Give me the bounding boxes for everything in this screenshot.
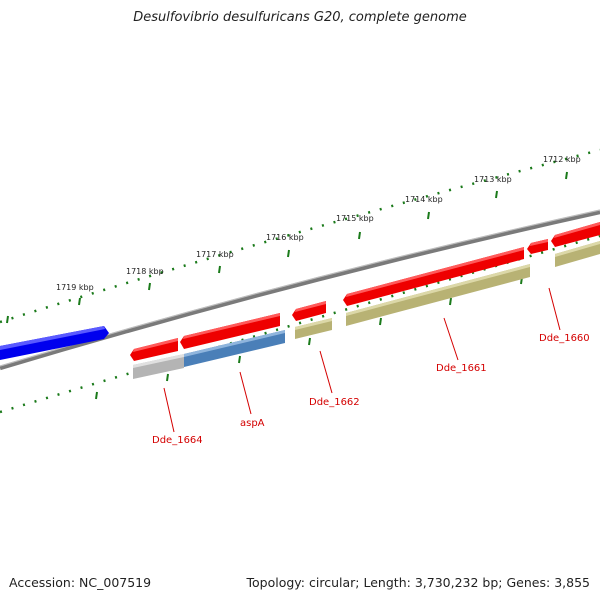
scale-label-1715: 1715 kbp — [336, 214, 374, 223]
accession-footer: Accession: NC_007519 — [9, 575, 151, 590]
gene-arrow-dde1661[interactable] — [343, 247, 524, 306]
gene-label-dde1661[interactable]: Dde_1661 — [436, 363, 487, 374]
gene-arrow-right-edge[interactable] — [551, 222, 600, 247]
genome-backbone — [0, 209, 600, 371]
gene-arrow-aspa[interactable] — [180, 313, 280, 349]
cds-bar-dde1661[interactable] — [346, 264, 530, 326]
scale-label-1718: 1718 kbp — [126, 267, 164, 276]
cds-bar-dde1664[interactable] — [133, 354, 184, 379]
label-leader-lines — [163, 287, 561, 433]
inner-scale-major-ticks — [95, 276, 523, 400]
gene-arrow-dde1660[interactable] — [527, 239, 548, 254]
scale-label-1714: 1714 kbp — [405, 195, 443, 204]
scale-label-1712: 1712 kbp — [543, 155, 581, 164]
scale-label-1719: 1719 kbp — [56, 283, 94, 292]
accession-value: NC_007519 — [79, 575, 152, 590]
cds-bar-dde1662[interactable] — [295, 318, 332, 339]
topology-value: circular; — [309, 575, 360, 590]
genes-value: 3,855 — [554, 575, 590, 590]
scale-label-1717: 1717 kbp — [196, 250, 234, 259]
inner-scale-arc — [0, 234, 600, 414]
length-value: 3,730,232 bp; — [414, 575, 503, 590]
length-label: Length: — [363, 575, 411, 590]
gene-arrow-dde1664[interactable] — [130, 338, 178, 361]
scale-label-1713: 1713 kbp — [474, 175, 512, 184]
cds-bar-right-edge[interactable] — [555, 241, 600, 267]
gene-arrow-blue-left[interactable] — [0, 326, 109, 360]
cds-bar-aspa[interactable] — [184, 330, 285, 367]
map-title: Desulfovibrio desulfuricans G20, complet… — [133, 10, 467, 25]
accession-label: Accession: — [9, 575, 76, 590]
genome-stats-footer: Topology: circular; Length: 3,730,232 bp; … — [247, 575, 590, 590]
gene-arrow-dde1662[interactable] — [292, 301, 326, 321]
gene-label-dde1664[interactable]: Dde_1664 — [152, 435, 203, 446]
outer-scale-arc — [0, 148, 600, 324]
outer-scale-major-ticks — [6, 171, 568, 324]
gene-label-aspa[interactable]: aspA — [240, 418, 265, 429]
topology-label: Topology: — [246, 575, 306, 590]
genes-label: Genes: — [506, 575, 551, 590]
gene-label-dde1660[interactable]: Dde_1660 — [539, 333, 590, 344]
gene-label-dde1662[interactable]: Dde_1662 — [309, 397, 360, 408]
scale-label-1716: 1716 kbp — [266, 233, 304, 242]
